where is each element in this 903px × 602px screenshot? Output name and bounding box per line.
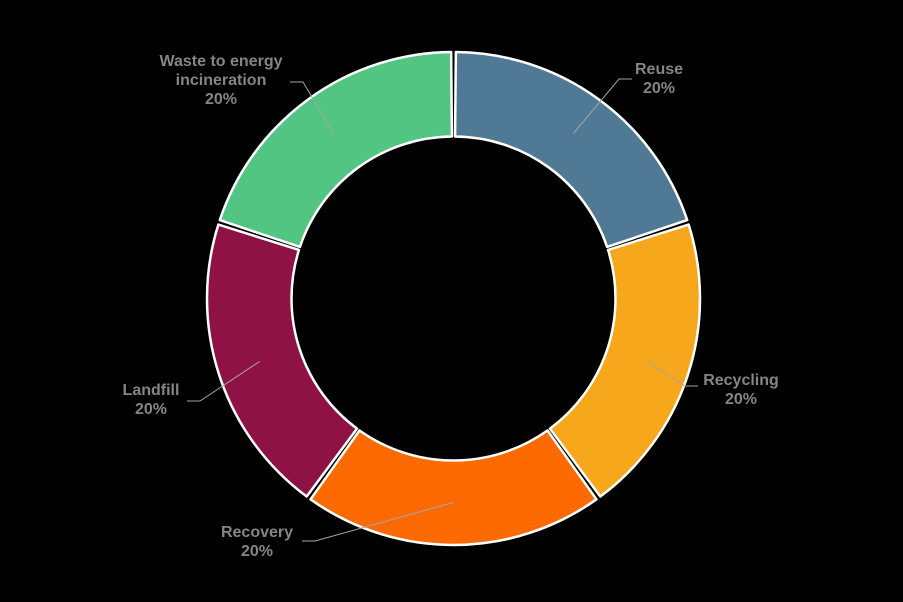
slice-label-text: Landfill — [122, 382, 180, 399]
donut-slice-landfill — [205, 223, 359, 498]
donut-slice-recycling — [548, 223, 702, 498]
slice-label-value: 20% — [642, 80, 676, 97]
slice-label-landfill: Landfill 20% — [123, 381, 180, 419]
slice-label-recycling: Recycling 20% — [703, 371, 779, 409]
slice-label-value: 20% — [134, 401, 168, 418]
slice-label-value: 20% — [724, 391, 758, 408]
donut-slice-reuse — [453, 50, 689, 249]
donut-slices — [205, 50, 702, 547]
slice-label-recovery: Recovery 20% — [221, 523, 293, 561]
donut-slice-recovery — [309, 429, 598, 547]
slice-label-text: Waste to energy incineration — [159, 53, 283, 89]
slice-label-text: Reuse — [634, 61, 684, 78]
slice-label-text: Recycling — [703, 372, 779, 389]
leader-line-reuse — [573, 78, 632, 134]
slice-label-value: 20% — [240, 543, 274, 560]
donut-slice-waste-to-energy-incineration — [218, 50, 454, 249]
slice-label-text: Recovery — [220, 524, 294, 541]
leader-line-waste-to-energy-incineration — [290, 81, 335, 134]
slice-label-reuse: Reuse 20% — [635, 60, 683, 98]
leader-line-recovery — [302, 502, 454, 542]
leader-line-recycling — [647, 361, 698, 387]
slice-label-waste-to-energy-incineration: Waste to energy incineration 20% — [141, 52, 301, 109]
leader-line-landfill — [187, 361, 260, 402]
leader-lines — [187, 78, 698, 542]
slice-label-value: 20% — [204, 91, 238, 108]
